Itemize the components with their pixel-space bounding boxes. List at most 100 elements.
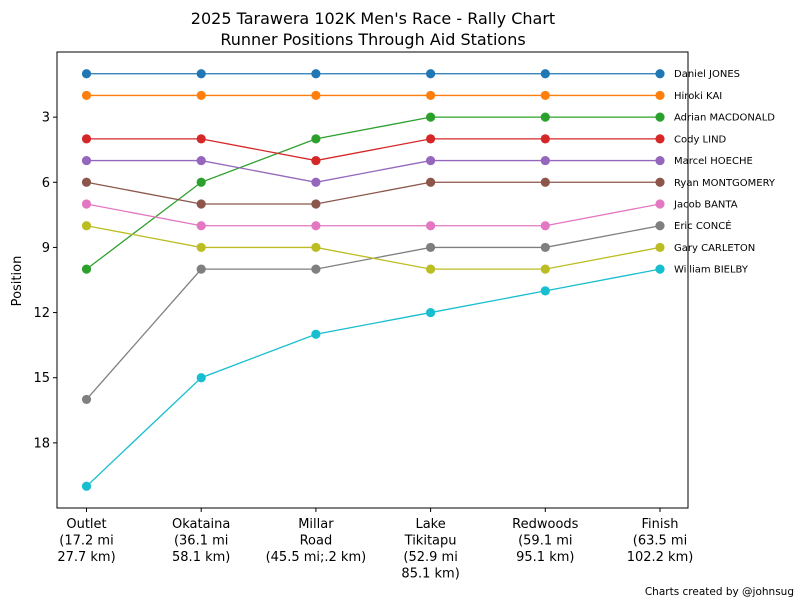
data-point	[426, 69, 436, 79]
data-point	[655, 264, 665, 274]
runner-labels: Daniel JONES Hiroki KAI Adrian MACDONALD Co…	[673, 69, 776, 275]
series-line	[86, 159, 660, 183]
data-point	[81, 394, 92, 405]
data-point	[81, 177, 92, 187]
data-point	[540, 155, 550, 166]
data-point	[540, 69, 550, 79]
data-point	[81, 199, 92, 209]
data-point	[196, 134, 206, 144]
series-marcel-hoeche	[81, 155, 665, 187]
series-cody-lind	[81, 134, 665, 166]
data-point	[311, 134, 321, 144]
data-point	[81, 264, 92, 274]
data-point	[655, 90, 665, 101]
data-point	[81, 155, 92, 166]
runner-label: Eric CONCÉ	[674, 219, 732, 232]
data-point	[81, 90, 92, 101]
runner-label: Jacob BANTA	[673, 200, 738, 211]
data-point	[311, 329, 321, 339]
data-point	[655, 177, 665, 187]
series-daniel-jones	[81, 69, 665, 79]
data-point	[426, 155, 436, 166]
data-point	[655, 199, 665, 209]
data-point	[426, 90, 436, 101]
x-tick-label: Outlet (17.2 mi 27.7 km)	[57, 517, 115, 565]
data-point	[655, 134, 665, 144]
data-point	[196, 221, 206, 231]
x-tick-label: Redwoods (59.1 mi 95.1 km)	[512, 517, 578, 565]
series-adrian-macdonald	[81, 112, 665, 274]
y-axis-ticks: 3 6 9 12 15 18	[33, 111, 57, 451]
data-point	[81, 481, 92, 491]
runner-label: Marcel HOECHE	[674, 156, 753, 167]
chart-credit: Charts created by @johnsug	[645, 586, 794, 598]
data-point	[196, 177, 206, 187]
data-point	[81, 134, 92, 144]
series-line	[86, 138, 660, 162]
data-point	[81, 221, 92, 231]
data-point	[311, 155, 321, 166]
data-point	[540, 90, 550, 101]
runner-label: Daniel JONES	[674, 69, 740, 80]
data-point	[426, 177, 436, 187]
data-point	[311, 177, 321, 187]
series-ryan-montgomery	[81, 177, 665, 209]
data-point	[311, 90, 321, 101]
plot-frame	[56, 51, 689, 509]
data-point	[540, 134, 550, 144]
series-line	[86, 116, 660, 270]
data-point	[540, 177, 550, 187]
data-point	[426, 307, 436, 318]
data-point	[655, 155, 665, 166]
x-tick-label: Finish (63.5 mi 102.2 km)	[627, 517, 694, 565]
runner-label: Hiroki KAI	[674, 91, 722, 102]
runner-label: Ryan MONTGOMERY	[674, 178, 776, 189]
series-william-bielby	[81, 264, 665, 491]
y-tick-label: 3	[42, 111, 50, 126]
x-tick-label: Millar Road (45.5 mi;.2 km)	[266, 517, 367, 565]
data-point	[655, 69, 665, 79]
series-gary-carleton	[81, 221, 665, 274]
data-point	[426, 242, 436, 253]
series-line	[86, 225, 661, 270]
data-point	[540, 264, 550, 274]
data-point	[540, 286, 550, 296]
data-point	[311, 264, 321, 274]
data-point	[196, 199, 206, 209]
series-group	[81, 69, 665, 491]
series-line	[86, 181, 660, 205]
data-point	[655, 242, 665, 253]
data-point	[196, 90, 206, 101]
data-point	[426, 221, 436, 231]
runner-label: Gary CARLETON	[674, 243, 755, 254]
data-point	[540, 112, 550, 122]
runner-label: Adrian MACDONALD	[674, 113, 775, 124]
data-point	[311, 242, 321, 253]
series-line	[86, 268, 661, 487]
y-tick-label: 15	[33, 371, 50, 386]
series-line	[86, 225, 661, 400]
data-point	[540, 221, 550, 231]
data-point	[81, 69, 92, 79]
y-tick-label: 18	[33, 436, 50, 451]
chart-title: 2025 Tarawera 102K Men's Race - Rally Ch…	[191, 9, 555, 28]
runner-label: William BIELBY	[674, 265, 749, 276]
series-hiroki-kai	[81, 90, 665, 101]
x-tick-label: Okataina (36.1 mi 58.1 km)	[172, 517, 230, 565]
data-point	[426, 112, 436, 122]
y-tick-label: 12	[33, 306, 50, 321]
data-point	[196, 69, 206, 79]
data-point	[196, 373, 206, 383]
x-axis-ticks: Outlet (17.2 mi 27.7 km) Okataina (36.1 mi 58…	[57, 508, 693, 582]
data-point	[426, 264, 436, 274]
runner-label: Cody LIND	[674, 134, 727, 145]
data-point	[655, 221, 665, 231]
series-line	[86, 203, 661, 227]
x-tick-label: Lake Tikitapu (52.9 mi 85.1 km)	[401, 517, 459, 582]
data-point	[196, 264, 206, 274]
data-point	[540, 242, 550, 253]
y-axis-label: Position	[10, 256, 25, 307]
data-point	[426, 134, 436, 144]
data-point	[196, 155, 206, 166]
y-tick-label: 6	[42, 176, 50, 191]
